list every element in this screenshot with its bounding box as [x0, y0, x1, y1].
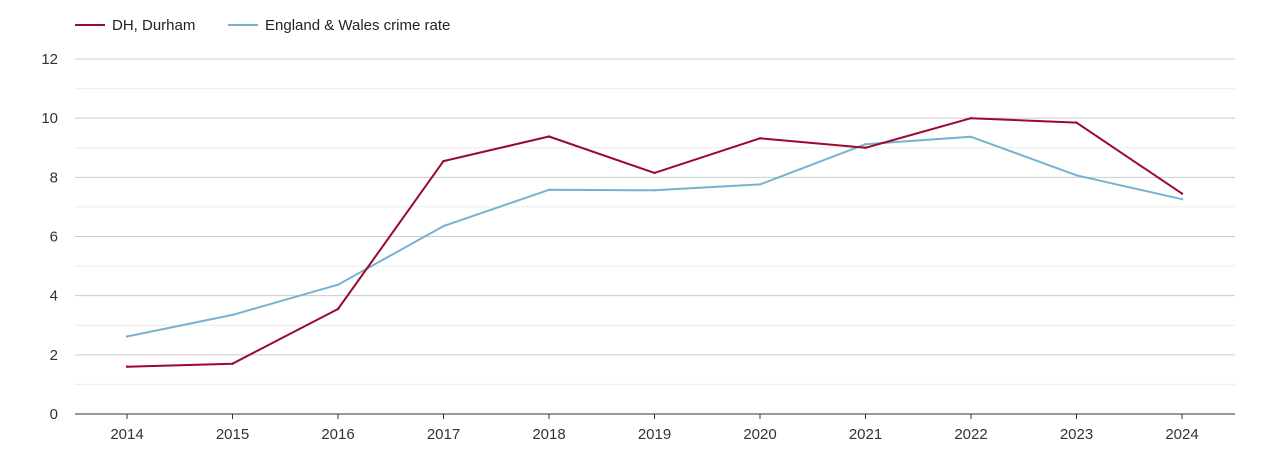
legend: DH, Durham England & Wales crime rate [75, 17, 450, 34]
y-tick-label: 2 [50, 347, 58, 364]
x-axis: 2014 2015 2016 2017 2018 2019 2020 2021 2022 2023… [110, 414, 1199, 443]
x-tick-label: 2024 [1165, 426, 1198, 443]
data-point [1075, 121, 1078, 124]
data-point [231, 313, 234, 317]
x-tick-label: 2020 [743, 426, 776, 443]
legend-label-1: England & Wales crime rate [265, 17, 450, 34]
y-tick-label: 8 [50, 169, 58, 186]
data-point [231, 362, 234, 365]
x-tick-label: 2021 [849, 426, 882, 443]
y-tick-label: 0 [50, 406, 58, 423]
data-point [1180, 198, 1184, 201]
x-tick-label: 2022 [954, 426, 987, 443]
legend-label-0: DH, Durham [112, 17, 195, 34]
x-tick-label: 2015 [216, 426, 249, 443]
x-tick-label: 2016 [321, 426, 354, 443]
data-point [653, 171, 656, 175]
series-lines [125, 116, 1184, 368]
data-point [442, 224, 445, 228]
data-point [758, 183, 762, 186]
data-point [969, 135, 973, 139]
x-tick-label: 2023 [1060, 426, 1093, 443]
data-point [336, 307, 340, 311]
y-tick-label: 4 [50, 288, 58, 305]
data-point [1180, 192, 1184, 195]
y-tick-label: 10 [41, 110, 58, 127]
y-tick-label: 6 [50, 229, 58, 246]
data-point [1075, 174, 1078, 177]
x-tick-label: 2019 [638, 426, 671, 443]
y-axis: 0 2 4 6 8 10 12 [41, 51, 58, 423]
x-tick-label: 2014 [110, 426, 143, 443]
gridlines [75, 58, 1235, 415]
data-point [864, 143, 867, 146]
data-point [547, 188, 551, 191]
x-tick-label: 2017 [427, 426, 460, 443]
data-point [547, 135, 551, 138]
data-point [125, 365, 129, 368]
data-point [653, 189, 656, 192]
data-point [864, 146, 867, 149]
data-point [758, 137, 762, 140]
data-point [969, 116, 973, 120]
data-point [442, 159, 445, 163]
y-tick-label: 12 [41, 51, 58, 68]
x-tick-label: 2018 [532, 426, 565, 443]
data-point [336, 283, 340, 286]
data-point [125, 335, 129, 338]
